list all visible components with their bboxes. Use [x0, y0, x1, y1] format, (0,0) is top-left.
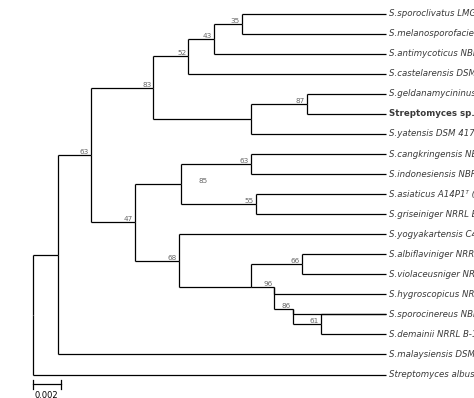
Text: Streptomyces albus NRRL B-2365ᵀ(DQ026669): Streptomyces albus NRRL B-2365ᵀ(DQ026669… [389, 370, 474, 379]
Text: S.indonesiensis NBRC 100776ᵀ (AB249963): S.indonesiensis NBRC 100776ᵀ (AB249963) [389, 170, 474, 179]
Text: S.malaysiensis DSM 41697ᵀ(AF117304): S.malaysiensis DSM 41697ᵀ(AF117304) [389, 350, 474, 359]
Text: 83: 83 [142, 82, 152, 88]
Text: S.violaceusniger NRRL B-1476ᵀ (AJ391822): S.violaceusniger NRRL B-1476ᵀ (AJ391822) [389, 270, 474, 279]
Text: Streptomyces sp. BK185: Streptomyces sp. BK185 [389, 109, 474, 119]
Text: S.sporocinereus NBRC 100766ᵀ (AB249933): S.sporocinereus NBRC 100766ᵀ (AB249933) [389, 310, 474, 319]
Text: 47: 47 [124, 216, 133, 222]
Text: 43: 43 [203, 33, 212, 39]
Text: S.sporoclivatus LMG 20312ᵀ (AJ781369): S.sporoclivatus LMG 20312ᵀ (AJ781369) [389, 9, 474, 18]
Text: S.griseiniger NRRL B-1865ᵀ (AJ391818): S.griseiniger NRRL B-1865ᵀ (AJ391818) [389, 210, 474, 219]
Text: S.albiflaviniger NRRL B-1356ᵀ (AJ391812): S.albiflaviniger NRRL B-1356ᵀ (AJ391812) [389, 250, 474, 259]
Text: 96: 96 [263, 281, 272, 287]
Text: 87: 87 [296, 98, 305, 104]
Text: 35: 35 [230, 18, 240, 24]
Text: S.asiaticus A14P1ᵀ (AJ391830): S.asiaticus A14P1ᵀ (AJ391830) [389, 189, 474, 199]
Text: S.castelarensis DSM 40830ᵀ (AY508511): S.castelarensis DSM 40830ᵀ (AY508511) [389, 69, 474, 78]
Text: S.demainii NRRL B-1478ᵀ (DQ334782): S.demainii NRRL B-1478ᵀ (DQ334782) [389, 330, 474, 339]
Text: 52: 52 [177, 50, 186, 57]
Text: 66: 66 [291, 258, 300, 264]
Text: 85: 85 [198, 178, 207, 184]
Text: S.melanosporofaciens NBRC13061ᵀ (AB184283): S.melanosporofaciens NBRC13061ᵀ (AB18428… [389, 29, 474, 38]
Text: 86: 86 [282, 303, 291, 309]
Text: S.antimycoticus NBRC 12839ᵀ (AB184185): S.antimycoticus NBRC 12839ᵀ (AB184185) [389, 49, 474, 59]
Text: S.cangkringensis NBRC 100775ᵀ (AB249950): S.cangkringensis NBRC 100775ᵀ (AB249950) [389, 150, 474, 158]
Text: S.geldanamycininus NRRL B-3602ᵀ (DQ334781): S.geldanamycininus NRRL B-3602ᵀ (DQ33478… [389, 90, 474, 98]
Text: 63: 63 [80, 149, 89, 155]
Text: S.yatensis DSM 41771ᵀ (AF336800): S.yatensis DSM 41771ᵀ (AF336800) [389, 129, 474, 139]
Text: 55: 55 [245, 198, 254, 204]
Text: 61: 61 [310, 318, 319, 324]
Text: S.yogyakartensis C4R3ᵀ (AJ391827): S.yogyakartensis C4R3ᵀ (AJ391827) [389, 230, 474, 239]
Text: S.hygroscopicus NRRL 2339ᵀ (AJ391821): S.hygroscopicus NRRL 2339ᵀ (AJ391821) [389, 290, 474, 299]
Text: 0.002: 0.002 [35, 391, 59, 398]
Text: 63: 63 [240, 158, 249, 164]
Text: 68: 68 [168, 254, 177, 261]
